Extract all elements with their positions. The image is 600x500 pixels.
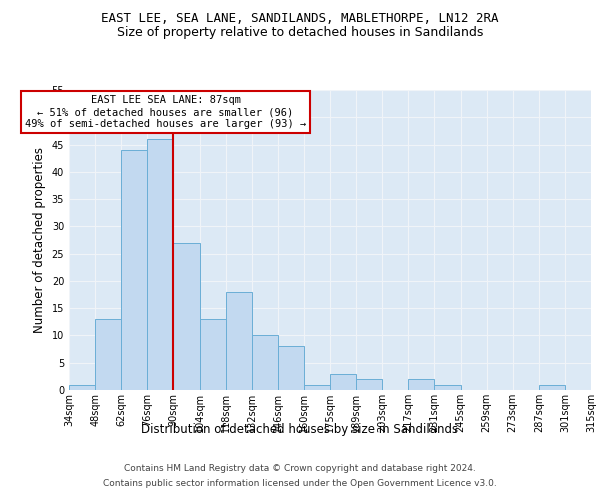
Bar <box>95 319 121 390</box>
Bar <box>121 150 148 390</box>
Bar <box>69 384 95 390</box>
Text: EAST LEE SEA LANE: 87sqm
← 51% of detached houses are smaller (96)
49% of semi-d: EAST LEE SEA LANE: 87sqm ← 51% of detach… <box>25 96 306 128</box>
Text: Contains public sector information licensed under the Open Government Licence v3: Contains public sector information licen… <box>103 479 497 488</box>
Bar <box>539 384 565 390</box>
Text: EAST LEE, SEA LANE, SANDILANDS, MABLETHORPE, LN12 2RA: EAST LEE, SEA LANE, SANDILANDS, MABLETHO… <box>101 12 499 26</box>
Bar <box>226 292 252 390</box>
Y-axis label: Number of detached properties: Number of detached properties <box>33 147 46 333</box>
Bar <box>199 319 226 390</box>
Bar <box>148 139 173 390</box>
Bar <box>434 384 461 390</box>
Bar <box>252 336 278 390</box>
Bar <box>356 379 382 390</box>
Bar <box>278 346 304 390</box>
Bar <box>173 242 199 390</box>
Bar <box>330 374 356 390</box>
Bar <box>304 384 330 390</box>
Text: Contains HM Land Registry data © Crown copyright and database right 2024.: Contains HM Land Registry data © Crown c… <box>124 464 476 473</box>
Text: Distribution of detached houses by size in Sandilands: Distribution of detached houses by size … <box>142 422 458 436</box>
Text: Size of property relative to detached houses in Sandilands: Size of property relative to detached ho… <box>117 26 483 39</box>
Bar <box>409 379 434 390</box>
